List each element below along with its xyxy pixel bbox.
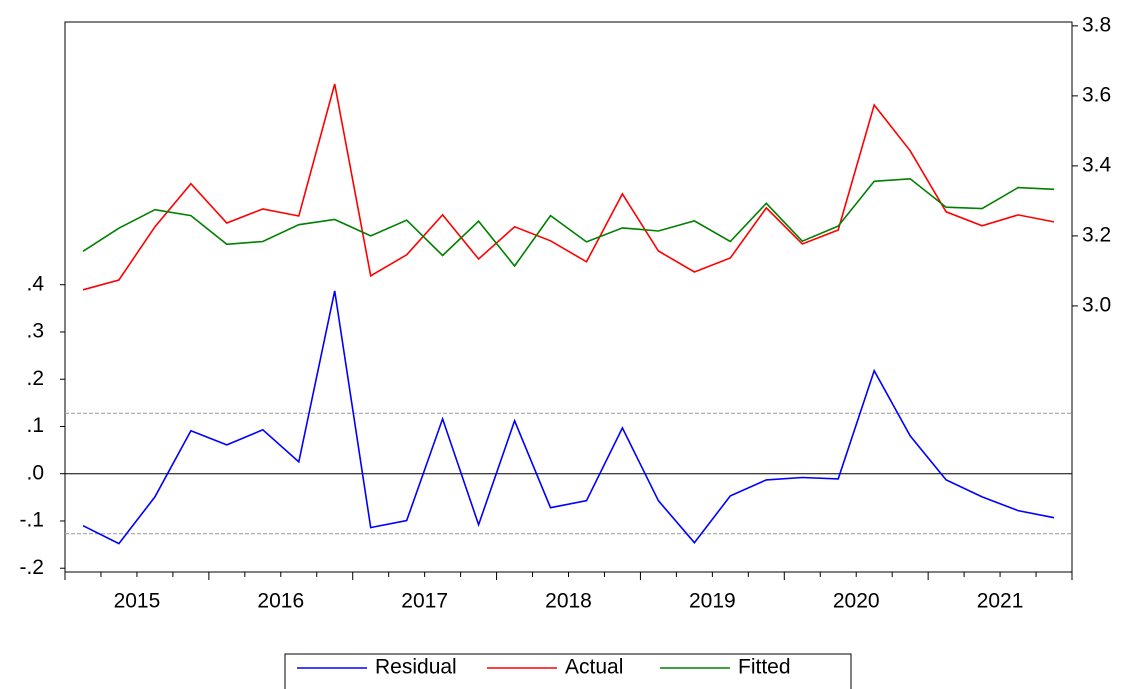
y2-tick-label: 3.4 [1082, 153, 1112, 176]
y-tick-label: -.2 [19, 556, 44, 579]
x-tick-label: 2017 [401, 590, 448, 613]
y2-tick-label: 3.6 [1082, 83, 1111, 106]
legend-label: Fitted [738, 656, 791, 679]
y-tick-label: .1 [26, 414, 44, 437]
y2-tick-label: 3.8 [1082, 13, 1111, 36]
legend-label: Actual [565, 656, 623, 679]
x-tick-label: 2021 [977, 590, 1024, 613]
x-tick-label: 2015 [114, 590, 161, 613]
series-line [82, 290, 1055, 545]
legend-label: Residual [375, 656, 457, 679]
x-tick-label: 2018 [545, 590, 592, 613]
y-tick-label: -.1 [19, 509, 44, 532]
plot-frame [64, 21, 1073, 573]
y2-tick-label: 3.2 [1082, 223, 1111, 246]
x-tick-label: 2020 [833, 590, 880, 613]
y-tick-label: .2 [26, 367, 44, 390]
y-tick-label: .4 [26, 272, 44, 295]
x-tick-label: 2019 [689, 590, 736, 613]
legend-box [284, 653, 852, 689]
series-line [82, 83, 1055, 291]
series-line [82, 177, 1055, 268]
y-tick-label: .0 [26, 461, 44, 484]
x-tick-label: 2016 [257, 590, 304, 613]
y2-tick-label: 3.0 [1082, 293, 1111, 316]
y-tick-label: .3 [26, 320, 44, 343]
